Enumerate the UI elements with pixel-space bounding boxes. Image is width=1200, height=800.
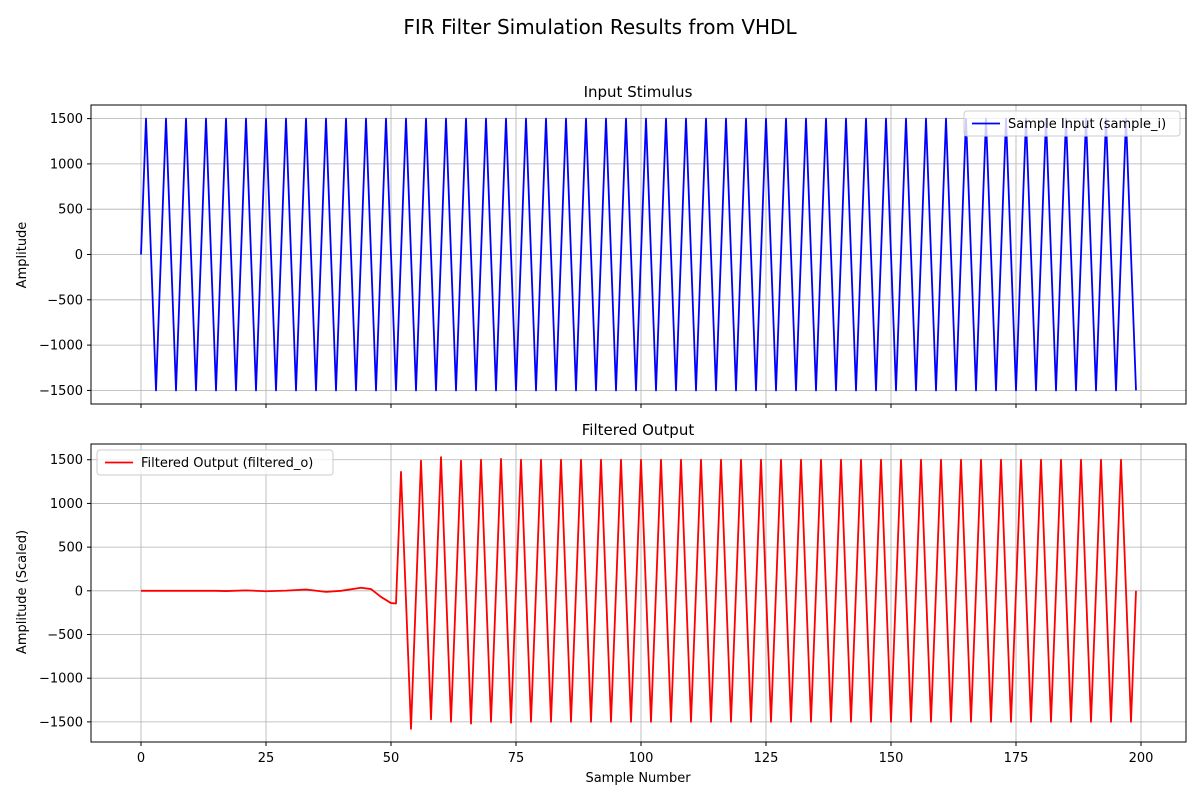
y-tick-label: 500 xyxy=(58,541,83,556)
legend-label: Sample Input (sample_i) xyxy=(1008,117,1166,132)
filtered-output-xlabel: Sample Number xyxy=(585,771,691,786)
x-tick-label: 0 xyxy=(137,751,145,766)
figure-suptitle: FIR Filter Simulation Results from VHDL xyxy=(403,15,797,39)
y-tick-label: 500 xyxy=(58,203,83,218)
y-tick-label: 1500 xyxy=(50,112,83,127)
input-stimulus-axes: Input Stimulus Amplitude 1500 1000 500 0 −50… xyxy=(15,83,1187,408)
x-tick-label: 175 xyxy=(1004,751,1029,766)
series-line xyxy=(140,117,1137,392)
y-tick-label: −1000 xyxy=(39,672,83,687)
y-tick-label: 1500 xyxy=(50,453,83,468)
x-tick-label: 100 xyxy=(629,751,654,766)
y-tick-label: −500 xyxy=(47,293,83,308)
legend: Filtered Output (filtered_o) xyxy=(96,449,334,476)
x-tick-label: 50 xyxy=(383,751,400,766)
y-tick-label: −500 xyxy=(47,628,83,643)
filtered-output-ylabel: Amplitude (Scaled) xyxy=(15,530,30,654)
x-tick-label: 75 xyxy=(508,751,525,766)
input-stimulus-title: Input Stimulus xyxy=(584,83,693,101)
y-tick-label: 1000 xyxy=(50,497,83,512)
y-tick-label: −1500 xyxy=(39,384,83,399)
filtered-output-title: Filtered Output xyxy=(582,421,695,439)
legend-box xyxy=(963,110,1181,137)
y-tick-label: 0 xyxy=(75,584,83,599)
x-tick-label: 150 xyxy=(879,751,904,766)
input-stimulus-ylabel: Amplitude xyxy=(15,222,30,289)
axes-frame xyxy=(90,443,1187,743)
x-tick-label: 125 xyxy=(754,751,779,766)
y-tick-label: −1000 xyxy=(39,339,83,354)
legend: Sample Input (sample_i) xyxy=(963,110,1181,137)
x-tick-label: 200 xyxy=(1129,751,1154,766)
y-tick-label: 1000 xyxy=(50,157,83,172)
x-tick-label: 25 xyxy=(258,751,275,766)
filtered-output-axes: Filtered Output Amplitude (Scaled) Sampl… xyxy=(15,421,1187,786)
legend-box xyxy=(96,449,334,476)
y-tick-label: 0 xyxy=(75,248,83,263)
series-line xyxy=(141,456,1137,730)
legend-label: Filtered Output (filtered_o) xyxy=(141,456,313,471)
y-tick-label: −1500 xyxy=(39,715,83,730)
